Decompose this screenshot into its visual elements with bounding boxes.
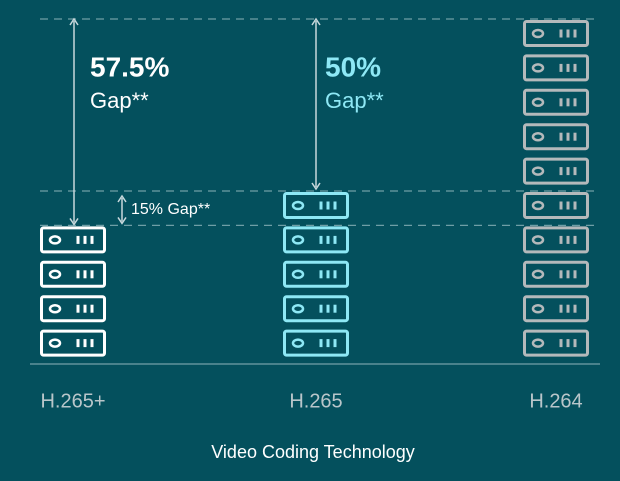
server-icon (523, 88, 589, 116)
server-icon (523, 123, 589, 151)
server-icon (283, 329, 349, 357)
server-led (48, 338, 62, 348)
gap-text: Gap** (90, 88, 149, 113)
server-icon (40, 295, 106, 323)
server-box (523, 295, 589, 323)
server-led (531, 166, 545, 176)
server-box (283, 260, 349, 288)
arrow-head (117, 194, 127, 203)
server-icon (283, 226, 349, 254)
server-led (531, 303, 545, 314)
arrow-head (311, 17, 321, 26)
server-led (531, 200, 545, 211)
server-box (283, 226, 349, 254)
server-icon (40, 260, 106, 288)
server-box (523, 192, 589, 219)
server-stack (283, 192, 349, 357)
server-led (531, 338, 545, 348)
server-stack (40, 226, 106, 357)
server-icon (40, 329, 106, 357)
server-box (40, 329, 106, 357)
server-box (523, 329, 589, 357)
server-led (48, 303, 62, 314)
server-icon (523, 295, 589, 323)
server-icon (283, 192, 349, 219)
server-box (523, 157, 589, 185)
server-led (291, 235, 305, 245)
x-tick-label: H.265 (289, 390, 342, 412)
gap-value: 57.5% (90, 51, 169, 82)
server-box (523, 123, 589, 151)
server-box (283, 192, 349, 219)
server-led (531, 97, 545, 108)
server-icon (283, 295, 349, 323)
server-icon (523, 329, 589, 357)
server-led (291, 269, 305, 280)
server-icon (523, 54, 589, 82)
gap-text: 15% Gap** (131, 201, 210, 218)
server-led (48, 269, 62, 280)
server-led (291, 303, 305, 314)
server-icon (523, 20, 589, 47)
server-icon (523, 260, 589, 288)
arrow-head (69, 17, 79, 26)
server-led (531, 269, 545, 280)
server-icon (523, 157, 589, 185)
x-tick-label: H.264 (529, 390, 582, 412)
server-stack (523, 20, 589, 357)
arrow-head (311, 182, 321, 191)
arrow-head (117, 216, 127, 225)
server-box (283, 329, 349, 357)
server-icon (40, 226, 106, 254)
server-box (283, 295, 349, 323)
server-box (40, 295, 106, 323)
server-led (291, 338, 305, 348)
x-tick-label: H.265+ (40, 390, 105, 412)
gap-value: 50% (325, 51, 381, 82)
x-axis-title: Video Coding Technology (211, 442, 415, 462)
server-led (531, 28, 545, 39)
server-led (531, 131, 545, 142)
arrow-head (69, 217, 79, 226)
server-led (48, 235, 62, 245)
server-led (531, 235, 545, 245)
server-led (531, 63, 545, 73)
server-box (523, 260, 589, 288)
server-box (523, 88, 589, 116)
server-icon (523, 226, 589, 254)
server-led (291, 200, 305, 211)
server-box (40, 226, 106, 254)
server-box (523, 226, 589, 254)
server-box (523, 54, 589, 82)
server-icon (283, 260, 349, 288)
server-box (40, 260, 106, 288)
gap-text: Gap** (325, 88, 384, 113)
server-icon (523, 192, 589, 219)
server-box (523, 20, 589, 47)
